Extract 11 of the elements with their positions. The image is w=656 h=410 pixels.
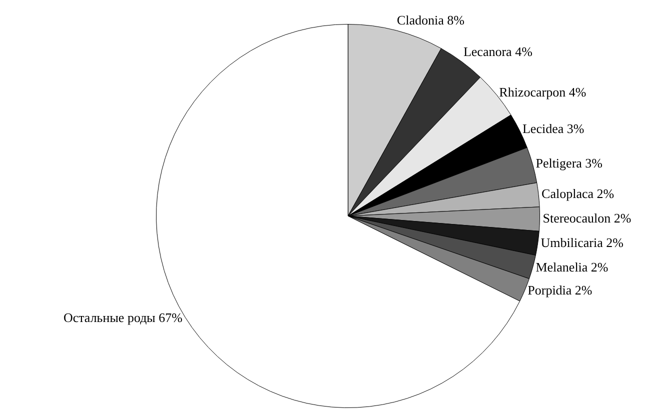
- slice-label: Lecanora 4%: [463, 44, 533, 60]
- slice-label: Lecidea 3%: [522, 120, 584, 136]
- slice-label: Umbilicaria 2%: [540, 235, 624, 250]
- slice-label: Melanelia 2%: [536, 259, 608, 274]
- slice-label: Cladonia 8%: [396, 12, 465, 28]
- slice-label: Rhizocarpon 4%: [499, 84, 586, 100]
- slice-label: Stereocaulon 2%: [542, 210, 632, 226]
- slice-label: Остальные роды 67%: [63, 310, 183, 326]
- slice-label: Caloplaca 2%: [542, 186, 614, 201]
- slice-label: Peltigera 3%: [536, 156, 603, 171]
- slice-label: Porpidia 2%: [528, 282, 592, 298]
